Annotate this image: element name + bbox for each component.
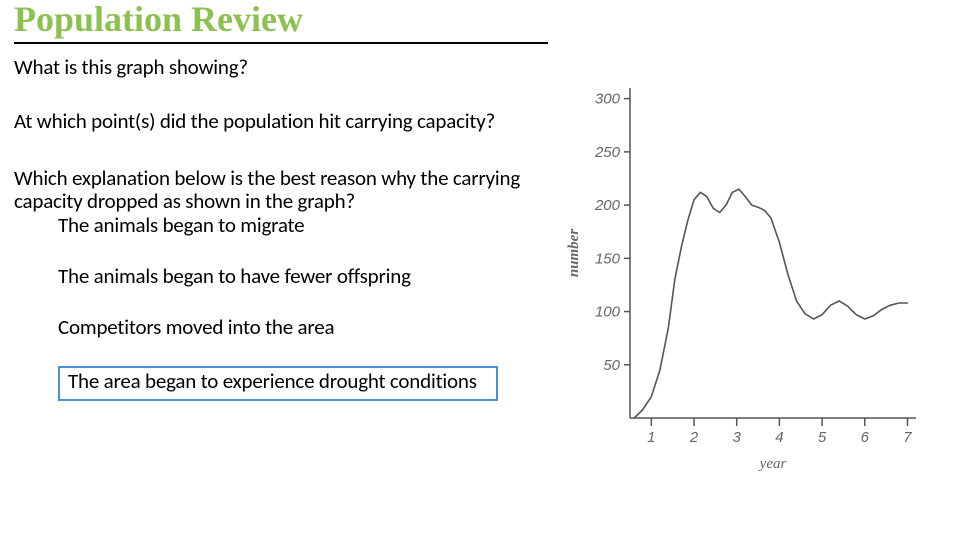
question-3: Which explanation below is the best reas… (14, 167, 548, 212)
svg-text:50: 50 (603, 357, 620, 374)
question-2: At which point(s) did the population hit… (14, 110, 548, 133)
answer-option-d-selected: The area began to experience drought con… (58, 366, 498, 401)
svg-text:5: 5 (818, 429, 827, 446)
population-chart: 50 100 150 200 250 300 1 2 3 4 5 6 7 year number (560, 78, 930, 478)
svg-text:6: 6 (861, 429, 870, 446)
svg-text:7: 7 (903, 429, 912, 446)
svg-text:300: 300 (595, 91, 621, 108)
left-column: Population Review What is this graph sho… (0, 0, 560, 540)
svg-text:4: 4 (775, 429, 783, 446)
page: Population Review What is this graph sho… (0, 0, 960, 540)
svg-text:number: number (566, 229, 582, 278)
page-title: Population Review (14, 0, 548, 44)
answer-option-a: The animals began to migrate (58, 214, 548, 237)
svg-text:1: 1 (647, 429, 655, 446)
question-1: What is this graph showing? (14, 56, 548, 79)
svg-text:200: 200 (594, 197, 621, 214)
svg-text:250: 250 (594, 144, 621, 161)
svg-text:year: year (758, 456, 787, 472)
svg-text:2: 2 (689, 429, 699, 446)
answer-options: The animals began to migrate The animals… (14, 214, 548, 401)
answer-option-c: Competitors moved into the area (58, 316, 548, 339)
right-column: 50 100 150 200 250 300 1 2 3 4 5 6 7 year number (560, 0, 960, 540)
answer-option-b: The animals began to have fewer offsprin… (58, 265, 548, 288)
svg-text:100: 100 (595, 304, 621, 321)
chart-svg: 50 100 150 200 250 300 1 2 3 4 5 6 7 year number (560, 78, 930, 478)
svg-text:3: 3 (733, 429, 742, 446)
svg-text:150: 150 (595, 250, 621, 267)
